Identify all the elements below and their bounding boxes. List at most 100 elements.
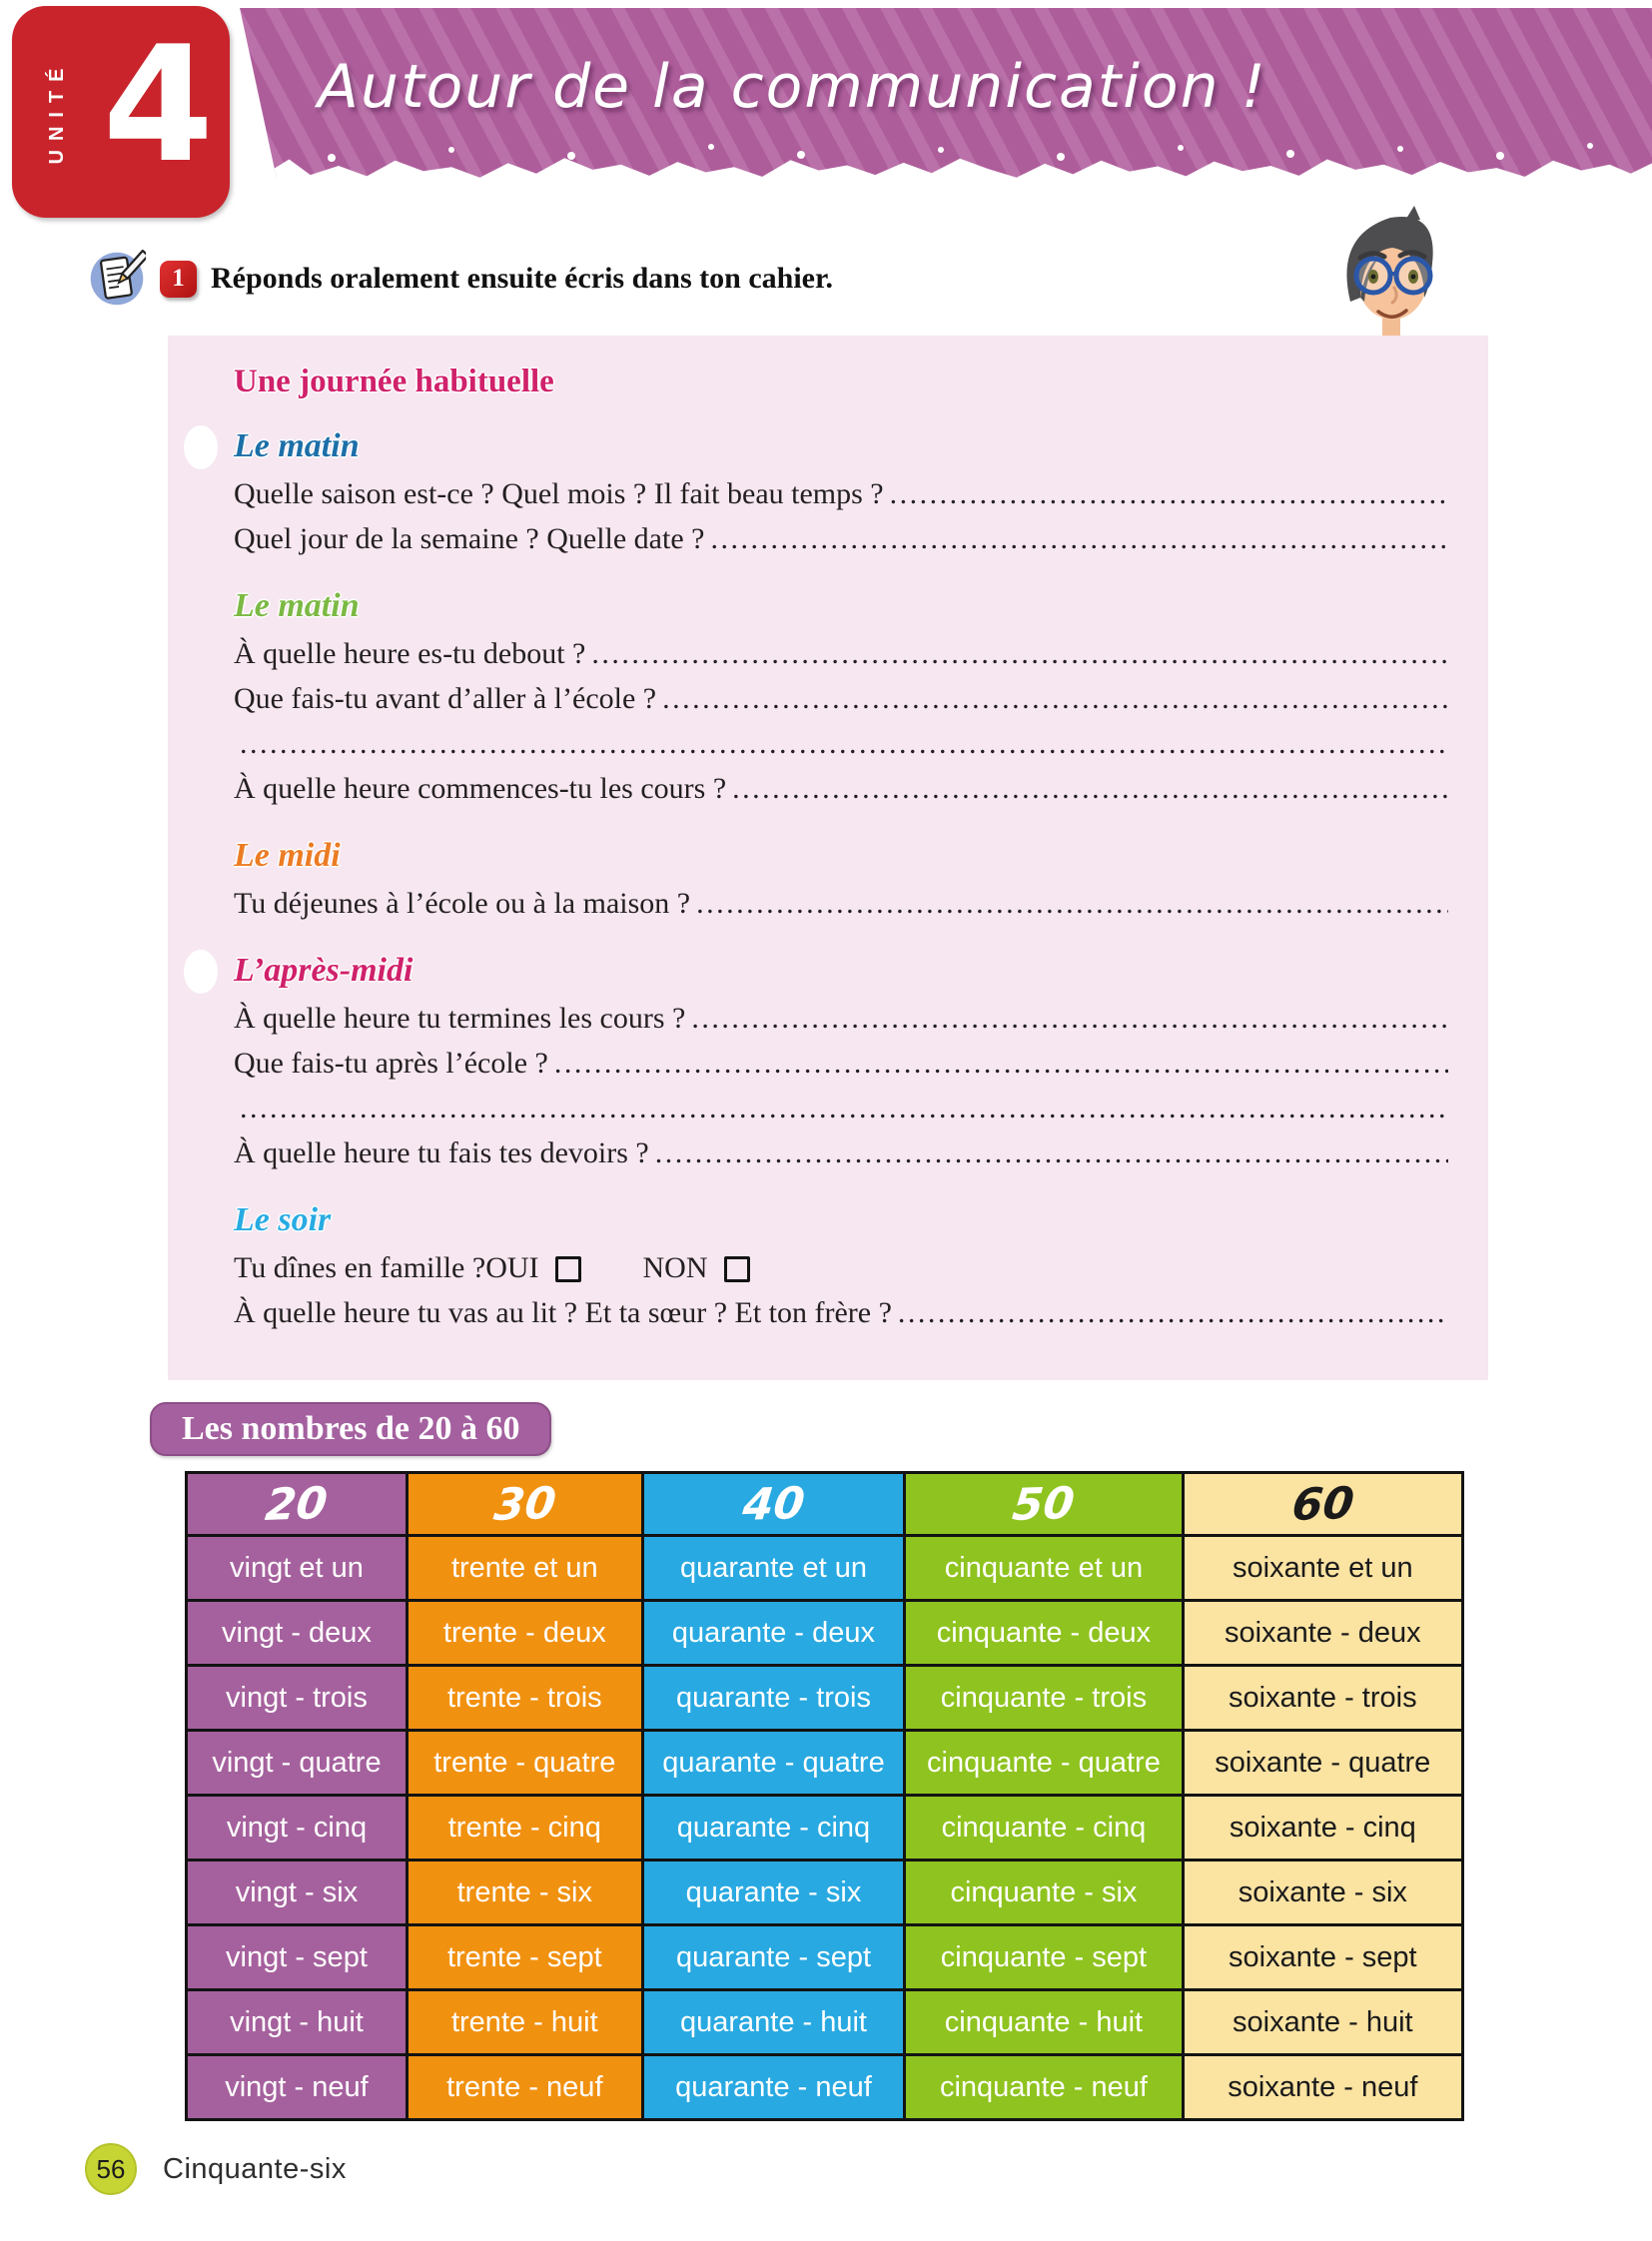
question-text: Quelle saison est-ce ? Quel mois ? Il fa…	[234, 477, 884, 510]
numbers-cell: cinquante et un	[906, 1537, 1182, 1599]
dotted-answer-filler: ........................................…	[553, 1047, 1448, 1080]
title-banner: Autour de la communication !	[240, 8, 1652, 178]
question-text: Tu dînes en famille ?	[234, 1251, 486, 1284]
numbers-cell: soixante et un	[1184, 1537, 1461, 1599]
numbers-cell: trente - deux	[408, 1602, 641, 1664]
section-heading: Le matin	[234, 587, 360, 624]
question-line: À quelle heure tu fais tes devoirs ?....…	[234, 1130, 1448, 1175]
dotted-answer-filler: ........................................…	[691, 1002, 1448, 1035]
numbers-cell: soixante - cinq	[1184, 1797, 1461, 1859]
unit-number: 4	[102, 11, 214, 199]
numbers-header-cell: 40	[643, 1474, 904, 1534]
page-name: Cinquante-six	[163, 2152, 347, 2185]
worksheet-sections: Le matin Quelle saison est-ce ? Quel mois…	[184, 425, 1448, 1335]
numbers-cell: cinquante - sept	[906, 1926, 1182, 1988]
numbers-cell: quarante - deux	[643, 1602, 904, 1664]
exercise-instruction: Réponds oralement ensuite écris dans ton…	[211, 262, 834, 295]
numbers-cell: vingt - neuf	[188, 2056, 406, 2118]
worksheet-title: Une journée habituelle	[234, 364, 554, 399]
numbers-table: 20 30 40 50 60 vingt et un trente et un quarant…	[185, 1471, 1464, 2121]
numbers-cell: trente - six	[408, 1862, 641, 1923]
numbers-header-cell: 60	[1184, 1474, 1461, 1534]
section-bullet	[184, 950, 218, 994]
section-heading: Le soir	[234, 1201, 332, 1238]
numbers-header-value: 40	[740, 1477, 807, 1531]
section: Le matin À quelle heure es-tu debout ?...…	[234, 585, 1448, 811]
numbers-cell: soixante - sept	[1184, 1926, 1461, 1988]
numbers-cell: vingt - sept	[188, 1926, 406, 1988]
numbers-header-value: 20	[263, 1477, 331, 1531]
question-text: Tu déjeunes à l’école ou à la maison ?	[234, 887, 691, 920]
option-checkbox[interactable]	[723, 1255, 750, 1282]
numbers-cell: trente - trois	[408, 1667, 641, 1729]
unit-tab: UNITÉ 4	[12, 6, 230, 218]
numbers-cell: quarante - sept	[643, 1926, 904, 1988]
numbers-header-cell: 50	[906, 1474, 1182, 1534]
question-line: Quel jour de la semaine ? Quelle date ?.…	[234, 516, 1448, 561]
question-text: À quelle heure tu fais tes devoirs ?	[234, 1136, 649, 1169]
question-line: Quelle saison est-ce ? Quel mois ? Il fa…	[234, 471, 1448, 516]
numbers-cell: cinquante - quatre	[906, 1732, 1182, 1794]
question-line: ........................................…	[234, 721, 1448, 766]
numbers-cell: vingt - trois	[188, 1667, 406, 1729]
numbers-cell: vingt - cinq	[188, 1797, 406, 1859]
page-number-badge: 56	[85, 2143, 137, 2195]
numbers-title-pill: Les nombres de 20 à 60	[150, 1402, 552, 1456]
numbers-cell: cinquante - six	[906, 1862, 1182, 1923]
numbers-cell: trente et un	[408, 1537, 641, 1599]
unit-title: Autour de la communication !	[318, 52, 1267, 122]
numbers-cell: vingt - huit	[188, 1991, 406, 2053]
question-text: À quelle heure es-tu debout ?	[234, 637, 586, 670]
exercise-number-badge: 1	[160, 260, 197, 298]
numbers-cell: quarante et un	[643, 1537, 904, 1599]
section-heading: L’après-midi	[234, 952, 413, 989]
question-line: À quelle heure commences-tu les cours ?.…	[234, 766, 1448, 811]
numbers-cell: cinquante - cinq	[906, 1797, 1182, 1859]
numbers-cell: cinquante - deux	[906, 1602, 1182, 1664]
dotted-answer-filler: ........................................…	[732, 772, 1448, 805]
question-text: Quel jour de la semaine ? Quelle date ?	[234, 522, 705, 555]
dotted-answer-filler: ........................................…	[240, 727, 1448, 760]
section-heading: Le matin	[234, 427, 360, 464]
numbers-header-cell: 30	[408, 1474, 641, 1534]
numbers-cell: soixante - neuf	[1184, 2056, 1461, 2118]
numbers-cell: vingt et un	[188, 1537, 406, 1599]
question-line: À quelle heure es-tu debout ?...........…	[234, 631, 1448, 676]
numbers-cell: quarante - huit	[643, 1991, 904, 2053]
question-text: À quelle heure tu termines les cours ?	[234, 1002, 686, 1035]
question-line: Que fais-tu après l’école ?.............…	[234, 1041, 1448, 1086]
question-line: Tu déjeunes à l’école ou à la maison ?..…	[234, 881, 1448, 926]
numbers-cell: soixante - six	[1184, 1862, 1461, 1923]
notepad-pencil-icon	[90, 250, 146, 306]
section: L’après-midi À quelle heure tu termines l…	[184, 950, 1448, 1175]
numbers-cell: quarante - neuf	[643, 2056, 904, 2118]
numbers-cell: soixante - huit	[1184, 1991, 1461, 2053]
numbers-cell: soixante - deux	[1184, 1602, 1461, 1664]
numbers-cell: trente - cinq	[408, 1797, 641, 1859]
numbers-cell: trente - quatre	[408, 1732, 641, 1794]
question-line: À quelle heure tu vas au lit ? Et ta sœu…	[234, 1290, 1448, 1335]
numbers-cell: soixante - trois	[1184, 1667, 1461, 1729]
numbers-cell: vingt - six	[188, 1862, 406, 1923]
unit-label: UNITÉ	[46, 59, 68, 165]
question-line: Que fais-tu avant d’aller à l’école ?...…	[234, 676, 1448, 721]
dotted-answer-filler: ........................................…	[240, 1092, 1448, 1124]
dotted-answer-filler: ........................................…	[654, 1136, 1448, 1169]
banner-grunge-specks	[240, 154, 244, 158]
section: Le soir Tu dînes en famille ? OUI NON À quel…	[234, 1199, 1448, 1335]
option-label: OUI	[485, 1251, 539, 1284]
numbers-cell: cinquante - huit	[906, 1991, 1182, 2053]
dotted-answer-filler: ........................................…	[897, 1296, 1448, 1329]
question-text: Que fais-tu après l’école ?	[234, 1047, 548, 1080]
question-text: À quelle heure commences-tu les cours ?	[234, 772, 727, 805]
numbers-header-value: 30	[490, 1477, 558, 1531]
numbers-cell: quarante - quatre	[643, 1732, 904, 1794]
numbers-header-value: 50	[1010, 1477, 1078, 1531]
numbers-cell: soixante - quatre	[1184, 1732, 1461, 1794]
answer-option: NON	[643, 1245, 750, 1290]
section: Le matin Quelle saison est-ce ? Quel mois…	[184, 425, 1448, 561]
option-checkbox[interactable]	[554, 1255, 581, 1282]
question-text: Que fais-tu avant d’aller à l’école ?	[234, 682, 657, 715]
numbers-cell: quarante - cinq	[643, 1797, 904, 1859]
